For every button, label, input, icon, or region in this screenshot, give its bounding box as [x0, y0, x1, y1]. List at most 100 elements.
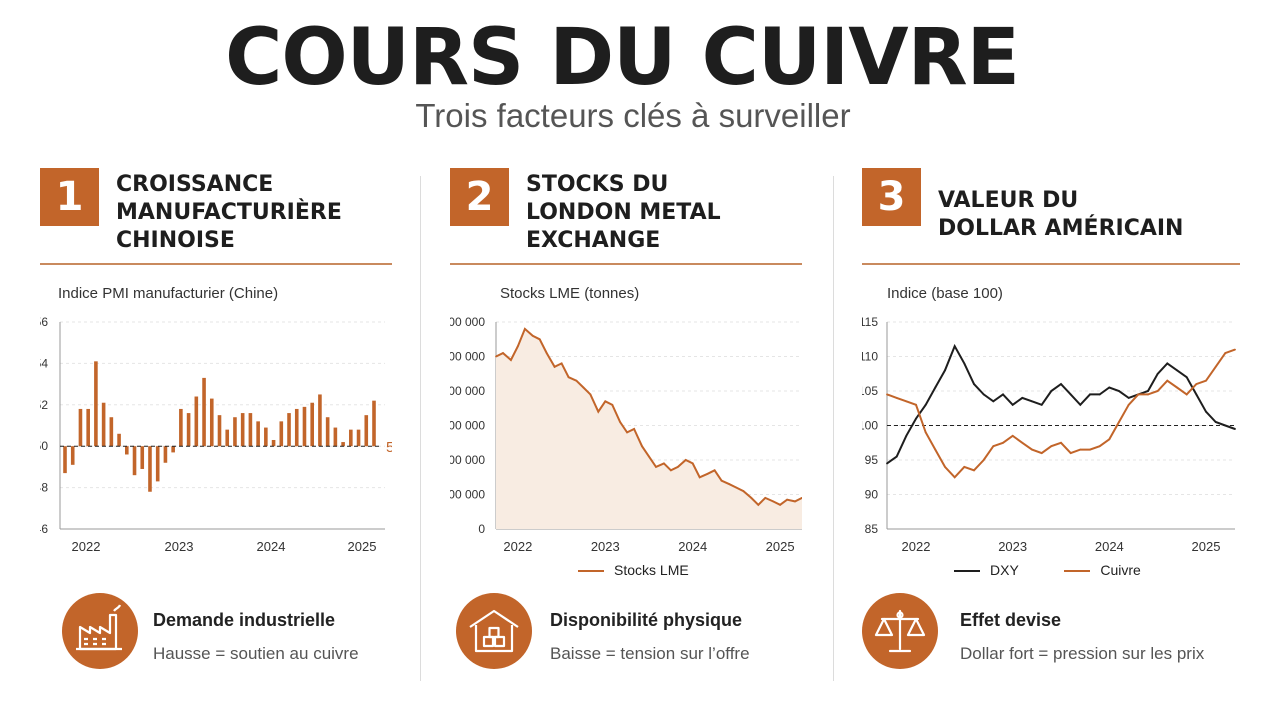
- y-tick-label: 85: [865, 522, 879, 536]
- pmi-bar: [78, 408, 83, 447]
- x-tick-label: 2022: [902, 539, 931, 554]
- stocks-lme-point: [684, 459, 687, 461]
- cuivre-point: [1079, 448, 1082, 451]
- y-tick-label: 52: [40, 398, 48, 412]
- footer-text: Baisse = tension sur l’offre: [550, 644, 750, 663]
- pmi-bar: [155, 446, 160, 482]
- page-title: COURS DU CUIVRE: [225, 13, 1020, 103]
- panel-title: VALEUR DU DOLLAR AMÉRICAIN: [938, 188, 1184, 241]
- footer-heading: Demande industrielle: [153, 610, 336, 630]
- cuivre-point: [973, 469, 975, 472]
- pmi-bar: [264, 427, 268, 447]
- y-tick-label: 500 000: [450, 350, 485, 364]
- cuivre-point: [915, 403, 917, 406]
- stocks-lme-point: [523, 328, 526, 330]
- footer-text: Dollar fort = pression sur les prix: [960, 644, 1205, 663]
- pmi-bar: [217, 415, 222, 447]
- panel-title: STOCKS DU LONDON METAL EXCHANGE: [526, 172, 721, 253]
- pmi-bar: [233, 417, 237, 447]
- stocks-lme-point: [706, 472, 709, 475]
- legend-label: DXY: [990, 562, 1019, 578]
- cuivre-point: [1050, 445, 1053, 448]
- dxy-point: [1060, 383, 1062, 385]
- dxy-point: [1040, 403, 1043, 406]
- dxy-point: [1069, 393, 1072, 396]
- pmi-bar: [318, 394, 322, 447]
- legend-swatch: [1064, 570, 1091, 573]
- panel-lme-stocks: 2 STOCKS DU LONDON METAL EXCHANGE Stocks…: [450, 168, 802, 688]
- legend-label: Cuivre: [1100, 562, 1141, 578]
- stocks-lme-point: [779, 503, 782, 506]
- y-tick-label: 48: [40, 481, 48, 495]
- panel-rule: [862, 263, 1240, 265]
- y-tick-label: 100 000: [450, 488, 485, 502]
- y-tick-label: 0: [478, 522, 485, 536]
- panel-rule: [40, 263, 392, 265]
- cuivre-point: [1069, 452, 1072, 454]
- dxy-point: [1031, 400, 1033, 403]
- cuivre-point: [1185, 393, 1188, 396]
- legend-label: Stocks LME: [614, 562, 689, 578]
- pmi-bar: [341, 442, 345, 447]
- stocks-lme-point: [655, 466, 657, 468]
- x-tick-label: 2024: [257, 539, 286, 554]
- stocks-lme-point: [545, 352, 548, 354]
- panel-title: CROISSANCE MANUFACTURIÈRE CHINOISE: [116, 172, 342, 253]
- pmi-bar: [294, 408, 299, 447]
- pmi-bar: [240, 413, 245, 447]
- stocks-lme-point: [575, 379, 578, 382]
- stocks-lme-point: [772, 500, 775, 503]
- pmi-bar: [63, 446, 67, 474]
- y-tick-label: 300 000: [450, 419, 485, 433]
- cuivre-point: [895, 397, 898, 399]
- stocks-lme-point: [698, 476, 701, 479]
- dxy-point: [1156, 372, 1159, 375]
- axis-title: Indice PMI manufacturier (Chine): [58, 285, 279, 302]
- stocks-lme-point: [597, 410, 600, 413]
- y-tick-label: 100: [862, 419, 878, 433]
- cuivre-point: [1040, 452, 1043, 454]
- panel-number-badge: 3: [862, 168, 921, 226]
- stocks-lme-point: [742, 490, 745, 492]
- stocks-lme-point: [764, 497, 767, 499]
- usd-copper-line-chart: 115 110 105 100 95 90 85 2022 2023 2024 2025: [862, 315, 1236, 554]
- cuivre-point: [1176, 386, 1178, 389]
- dxy-point: [1079, 403, 1082, 406]
- pmi-bar: [171, 446, 175, 453]
- pmi-bar: [364, 415, 369, 447]
- dxy-point: [1205, 410, 1207, 413]
- y-tick-label: 56: [40, 315, 48, 329]
- cuivre-point: [953, 476, 956, 479]
- dxy-point: [1127, 397, 1130, 399]
- cuivre-point: [934, 448, 937, 451]
- cuivre-point: [1002, 441, 1004, 444]
- reference-label: 50: [386, 439, 392, 456]
- cuivre-point: [1127, 403, 1130, 406]
- dxy-point: [1195, 393, 1198, 396]
- stocks-lme-point: [531, 334, 534, 337]
- y-tick-label: 54: [40, 356, 48, 370]
- stocks-lme-point: [786, 498, 789, 501]
- footer-heading: Disponibilité physique: [550, 610, 743, 630]
- stocks-lme-point: [720, 479, 723, 482]
- cuivre-point: [1011, 434, 1014, 437]
- stocks-lme-point: [604, 400, 607, 403]
- pmi-bar: [132, 446, 137, 476]
- factory-icon: [62, 593, 138, 669]
- axis-title: Indice (base 100): [887, 285, 1003, 302]
- scales-icon: [862, 593, 938, 669]
- panel-china-pmi: 1 CROISSANCE MANUFACTURIÈRE CHINOISE Ind…: [40, 168, 392, 688]
- stocks-lme-point: [567, 376, 570, 379]
- dxy-point: [1214, 421, 1217, 423]
- stocks-lme-point: [735, 486, 738, 489]
- panel-usd-value: 3 VALEUR DU DOLLAR AMÉRICAIN Indice (bas…: [862, 168, 1240, 688]
- dxy-point: [924, 403, 927, 406]
- cuivre-point: [1214, 365, 1217, 368]
- y-tick-label: 200 000: [450, 453, 485, 467]
- cuivre-point: [924, 431, 927, 434]
- pmi-bar: [225, 429, 230, 447]
- pmi-bar: [287, 413, 291, 447]
- stocks-lme-point: [669, 469, 672, 472]
- pmi-bar: [333, 427, 338, 447]
- stocks-lme-point: [676, 466, 679, 468]
